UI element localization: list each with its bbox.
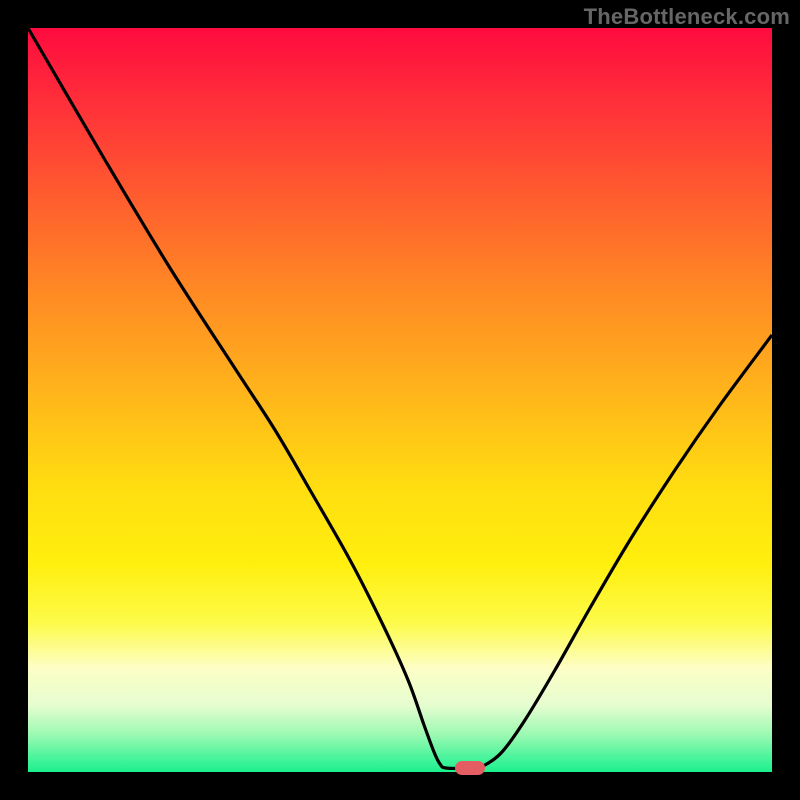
watermark-text: TheBottleneck.com: [584, 4, 790, 30]
optimal-point-marker: [455, 761, 485, 775]
bottleneck-curve-chart: [0, 0, 800, 800]
chart-frame: TheBottleneck.com: [0, 0, 800, 800]
